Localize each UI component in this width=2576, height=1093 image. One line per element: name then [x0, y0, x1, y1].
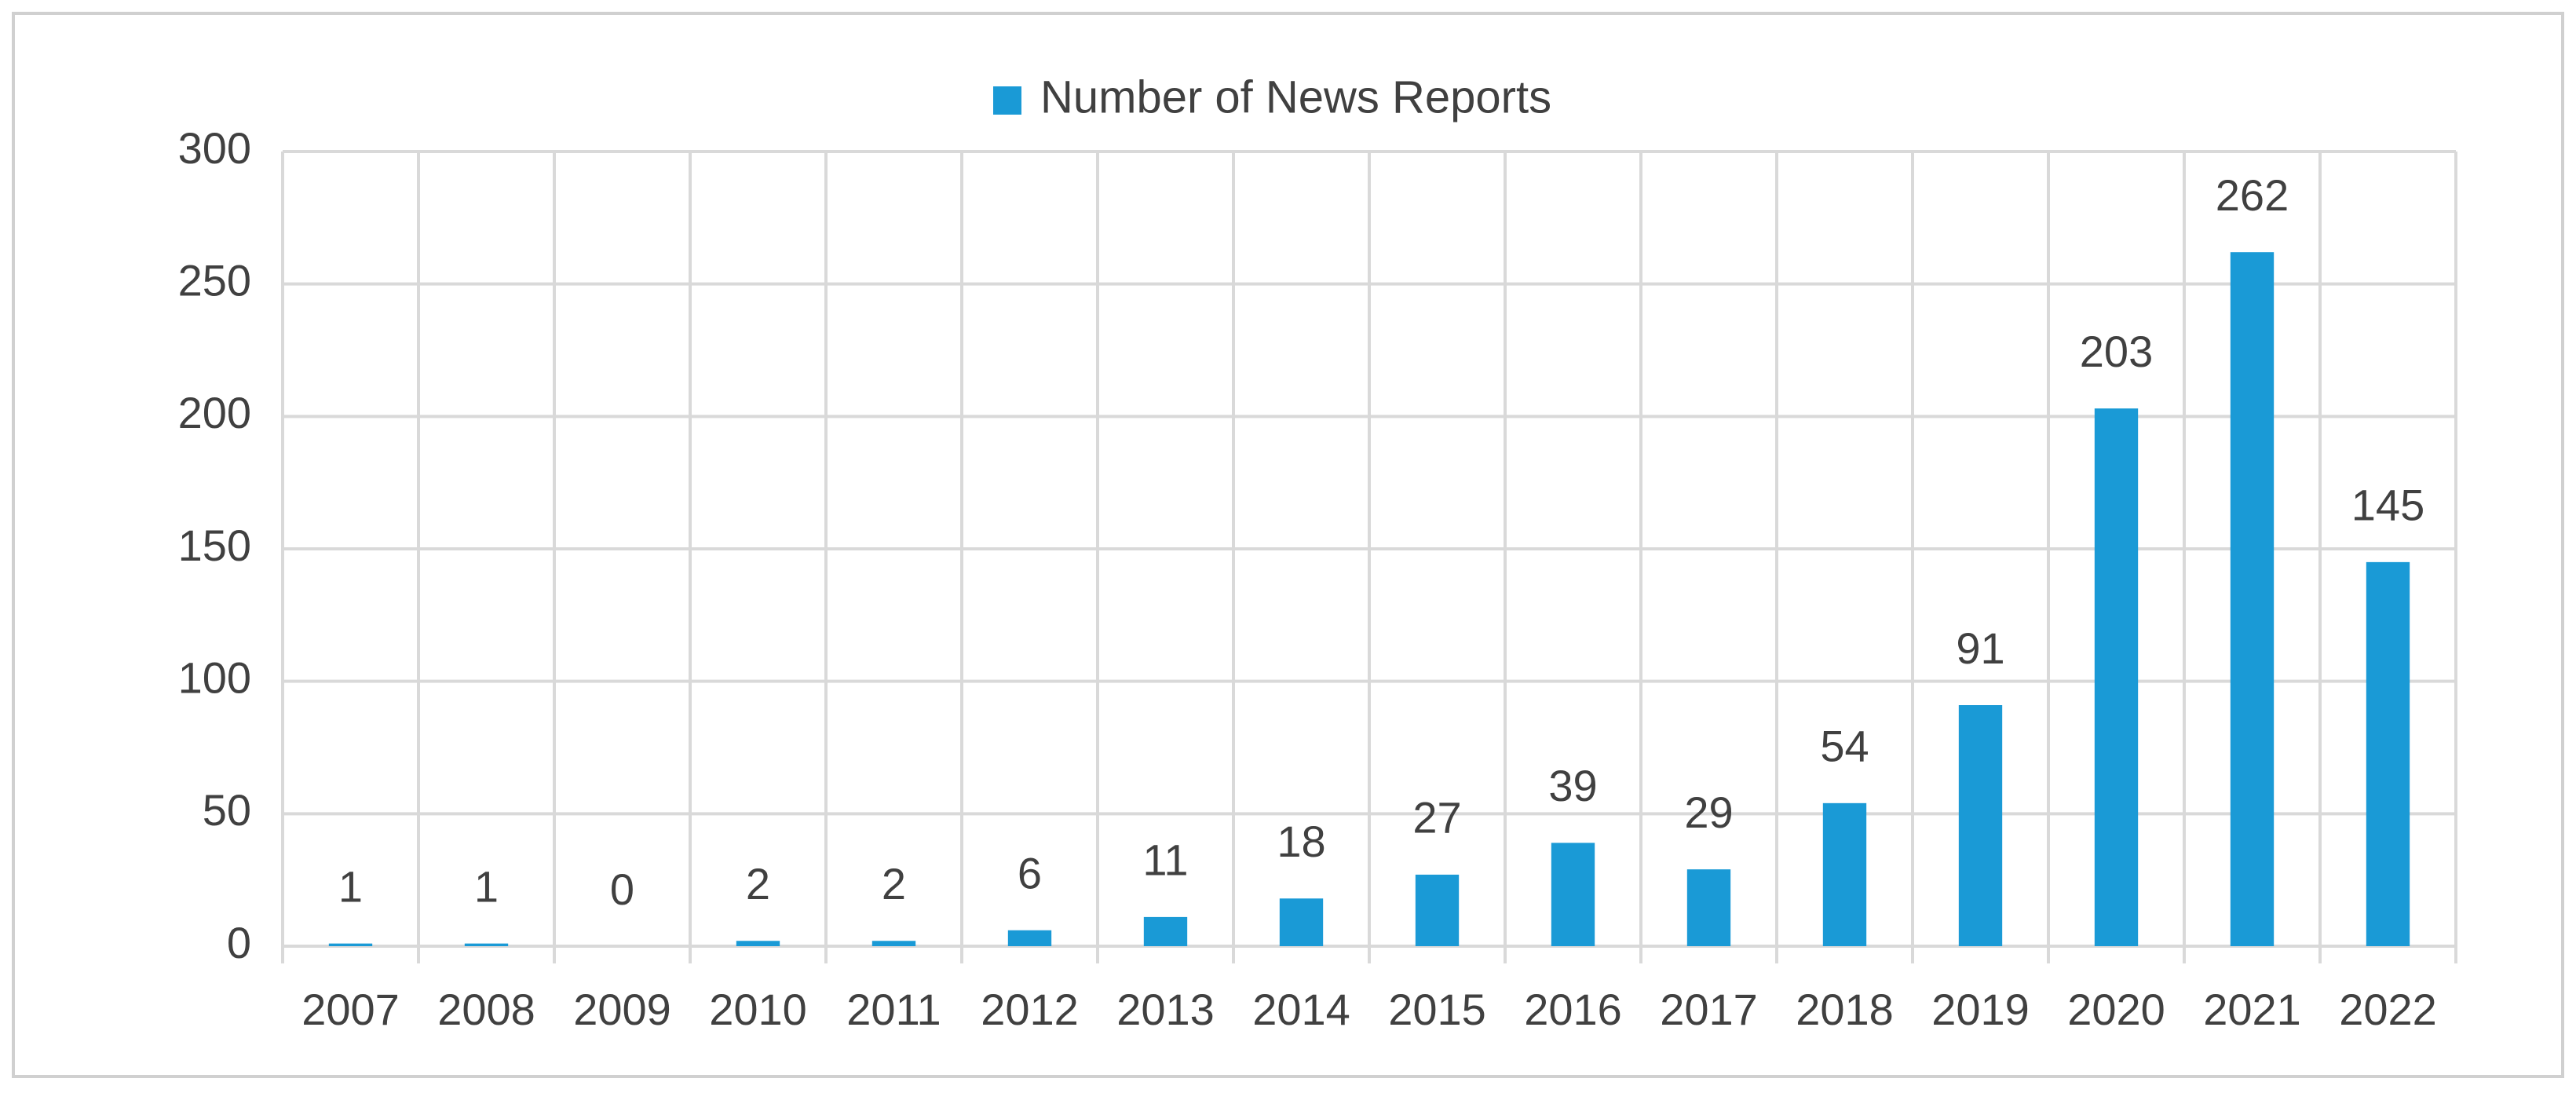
bar: [1686, 869, 1731, 946]
data-label: 18: [1277, 817, 1325, 866]
y-tick-label: 150: [178, 521, 251, 570]
data-label: 39: [1548, 761, 1597, 810]
bar: [2366, 561, 2410, 946]
y-tick-label: 100: [178, 653, 251, 702]
bar: [1143, 916, 1188, 946]
data-label: 2: [746, 859, 770, 908]
x-tick-label: 2020: [2067, 985, 2165, 1034]
x-tick-label: 2008: [437, 985, 535, 1034]
bar: [2094, 408, 2139, 946]
bar: [871, 941, 916, 946]
bar: [1551, 843, 1595, 946]
bar: [1415, 874, 1460, 946]
y-tick-label: 0: [227, 918, 251, 967]
x-tick-label: 2017: [1660, 985, 1758, 1034]
data-label: 1: [474, 861, 499, 911]
x-tick-label: 2015: [1388, 985, 1486, 1034]
bar: [736, 941, 780, 946]
x-tick-label: 2014: [1252, 985, 1350, 1034]
legend-swatch: [993, 86, 1021, 115]
x-tick-label: 2011: [846, 985, 941, 1034]
data-label: 0: [610, 865, 634, 914]
x-tick-label: 2010: [709, 985, 807, 1034]
x-tick-label: 2009: [573, 985, 671, 1034]
bar: [2230, 252, 2275, 947]
data-label: 145: [2351, 481, 2424, 530]
x-tick-label: 2018: [1796, 985, 1894, 1034]
x-tick-label: 2013: [1116, 985, 1215, 1034]
data-label: 1: [338, 861, 363, 911]
data-label: 6: [1018, 849, 1042, 898]
y-tick-label: 250: [178, 255, 251, 305]
bar: [1279, 898, 1324, 946]
x-tick-label: 2021: [2203, 985, 2301, 1034]
data-label: 29: [1684, 788, 1733, 837]
bar: [1822, 802, 1867, 946]
x-tick-label: 2012: [981, 985, 1079, 1034]
bar: [1007, 930, 1052, 946]
x-tick-label: 2007: [301, 985, 400, 1034]
y-tick-label: 300: [178, 123, 251, 173]
x-tick-label: 2019: [1931, 985, 2030, 1034]
data-label: 11: [1142, 835, 1188, 885]
data-label: 27: [1412, 793, 1461, 843]
y-tick-label: 200: [178, 388, 251, 437]
data-label: 203: [2080, 327, 2153, 376]
bar: [464, 943, 509, 946]
y-tick-label: 50: [203, 785, 251, 835]
x-tick-label: 2016: [1524, 985, 1622, 1034]
bar: [1958, 705, 2003, 946]
data-label: 262: [2216, 170, 2289, 220]
data-label: 2: [882, 859, 906, 908]
data-label: 54: [1820, 722, 1869, 771]
data-label: 91: [1956, 623, 2004, 673]
x-tick-label: 2022: [2339, 985, 2437, 1034]
bar: [328, 943, 373, 946]
legend-label: Number of News Reports: [1040, 71, 1551, 122]
